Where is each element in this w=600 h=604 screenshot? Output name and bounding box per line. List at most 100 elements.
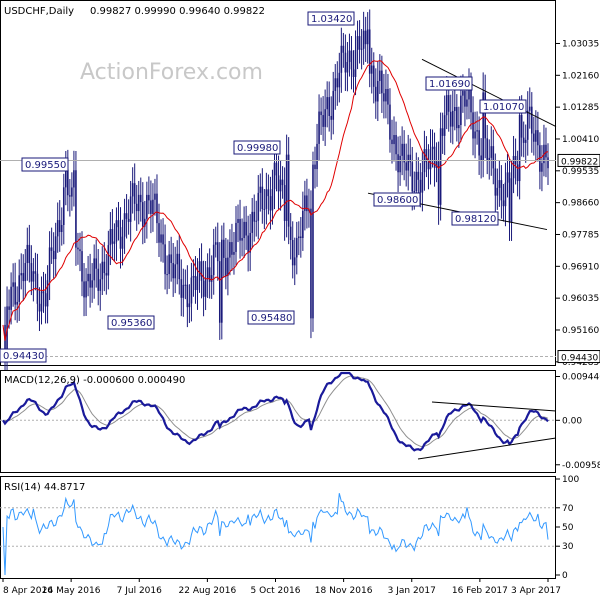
candle-body [447,95,450,112]
rsi-label: RSI(14) 44.8717 [4,482,85,493]
candle-body [69,195,71,197]
candle-body [218,261,221,323]
candle-body [154,193,156,200]
candle-body [212,244,215,276]
candle-body [340,45,343,73]
price-annotation: 0.95480 [251,313,292,324]
candle-body [10,286,12,310]
candle-body [352,69,355,77]
macd-axis: 0.009446 0.00 -0.009588 [556,372,600,471]
candle-body [99,279,102,291]
candle-body [14,282,16,305]
symbol-label: USDCHF,Daily [4,6,74,17]
candle-body [545,144,547,158]
candle-body [44,293,47,307]
candle-body [443,115,446,136]
candle-body [401,143,403,156]
rsi-tick-label: 30 [562,542,574,552]
candle-body [164,244,166,275]
date-tick-label: 22 Aug 2016 [179,586,237,596]
candle-body [123,213,126,237]
price-annotation-box [307,11,355,26]
candle-body [204,278,207,297]
candle-body [198,261,201,277]
candle-body [48,247,51,281]
date-tick-label: 8 Apr 2016 [3,586,53,596]
candle-body [271,189,274,211]
candle-body [348,50,351,62]
candle-body [541,163,543,172]
candle-body [368,29,371,74]
price-tick-label: 0.98660 [562,199,599,209]
support-price-label: 0.94430 [561,354,598,364]
candle-body [182,284,185,298]
macd-label: MACD(12,26,9) -0.000600 0.000490 [4,375,185,386]
candle-body [302,210,304,238]
candle-body [261,186,264,210]
date-tick-label: 7 Jul 2016 [117,586,162,596]
candle-body [524,139,527,143]
candle-body [150,200,152,214]
candle-body [285,154,288,221]
candle-body [275,162,278,176]
candle-body [245,221,247,236]
candle-body [62,187,65,225]
candle-body [330,115,333,120]
candle-body [65,169,67,188]
candle-body [115,220,118,242]
candle-body [399,155,401,173]
candle-body [210,275,213,282]
candle-body [314,164,316,170]
price-tick-label: 0.95160 [562,326,599,336]
candle-body [273,162,276,190]
candle-body [326,97,328,110]
candle-body [407,154,410,171]
candle-body [89,273,91,288]
candle-body [156,193,158,224]
price-annotation-box [451,211,499,226]
candle-body [338,72,341,88]
candle-body [127,218,130,222]
candle-body [20,273,23,276]
candle-body [77,247,79,250]
candle-body [456,107,458,129]
candle-body [176,253,179,265]
candle-body [291,240,294,266]
candle-body [139,194,142,203]
candle-body [387,88,389,105]
candle-body [458,124,460,129]
date-tick-label: 18 Nov 2016 [315,586,373,596]
candle-body [190,277,193,304]
candle-body [480,155,482,161]
candle-body [277,175,280,192]
candle-body [500,180,503,201]
sma-line [2,59,549,341]
candle-body [304,195,306,211]
candle-body [231,242,233,255]
candle-body [206,267,209,279]
candle-body [470,87,472,113]
candle-body [449,111,452,127]
candle-body [60,224,63,232]
candle-body [397,154,399,173]
candle-body [18,275,21,302]
candle-body [26,244,29,263]
candle-body [360,48,363,50]
candle-body [460,95,462,125]
candle-body [510,178,513,223]
price-annotation-box [425,76,473,91]
candle-body [38,303,41,312]
candle-body [506,172,509,183]
date-tick-label: 3 Apr 2017 [511,586,561,596]
macd-upper-trend-line [431,401,557,412]
candle-body [537,130,539,146]
candle-body [237,218,239,223]
candle-body [239,218,241,241]
candle-body [103,261,106,274]
candle-body [533,133,535,142]
candle-body [508,172,511,223]
candle-body [374,86,377,102]
candle-body [358,36,361,50]
candle-body [235,222,237,252]
